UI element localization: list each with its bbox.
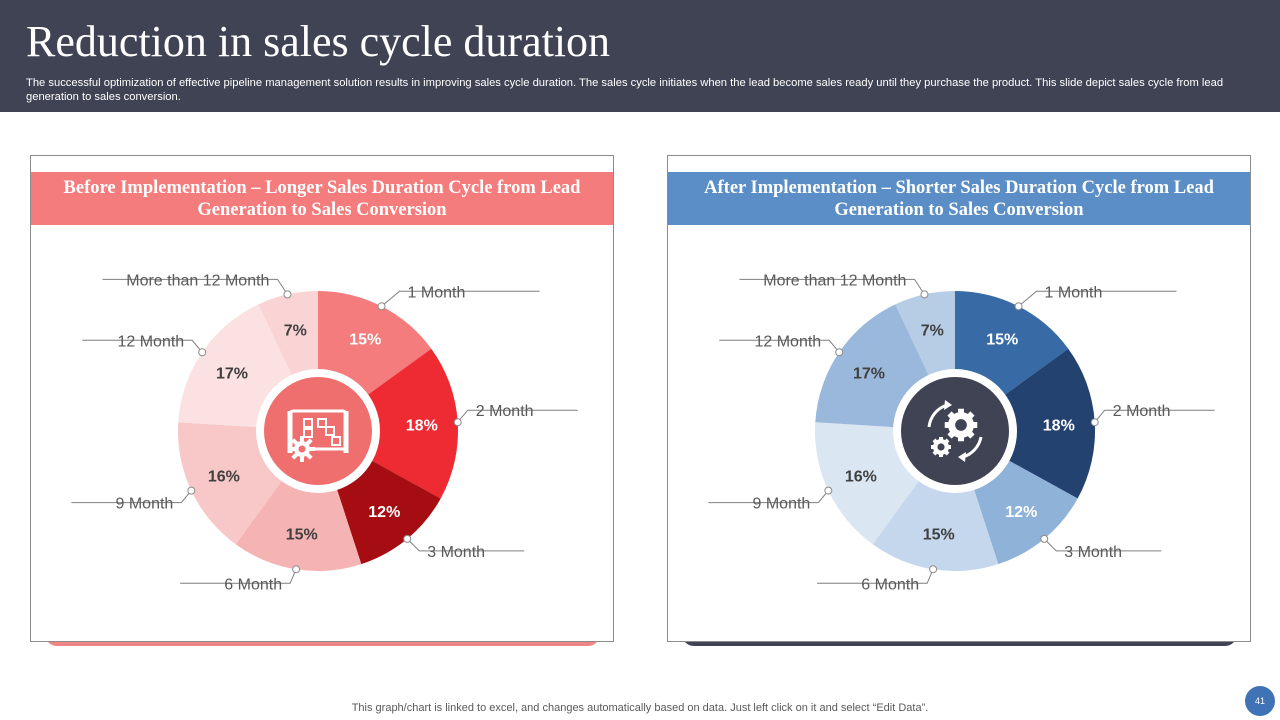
category-label-3-month: 3 Month [427,544,485,561]
leader-dot-3-month [403,534,412,543]
value-label-3-month: 12% [368,504,400,521]
value-label-2-month: 18% [1043,417,1075,434]
leader-dot-more-than-12-month [283,290,292,299]
leader-dot-6-month [292,565,301,574]
value-label-2-month: 18% [406,417,438,434]
leader-dot-3-month [1040,534,1049,543]
after-chart-panel[interactable]: After Implementation – Shorter Sales Dur… [667,155,1251,642]
category-label-9-month: 9 Month [753,496,811,513]
value-label-9-month: 16% [845,468,877,485]
leader-line-2-month [1094,409,1215,423]
leader-dot-9-month [824,486,833,495]
leader-line-more-than-12-month [102,278,288,295]
page-number-badge: 41 [1245,686,1275,716]
blueprint-gear-icon [287,409,349,462]
category-label-6-month: 6 Month [861,576,919,593]
value-label-1-month: 15% [986,331,1018,348]
after-pie-chart[interactable]: 15% 1 Month 18% 2 Month 12% 3 Month 15% 6 Month… [668,156,1252,643]
category-label-12-month: 12 Month [754,333,821,350]
leader-line-6-month [180,569,297,584]
value-label-1-month: 15% [349,331,381,348]
gears-icon [927,400,983,462]
footer-note: This graph/chart is linked to excel, and… [351,702,929,714]
pie-slice-2-month[interactable] [955,348,1095,499]
leader-line-3-month [406,538,525,552]
pie-slice-6-month[interactable] [872,431,999,571]
leader-dot-1-month [1014,302,1023,311]
category-label-more-than-12-month: More than 12 Month [763,272,906,289]
leader-dot-6-month [929,565,938,574]
category-label-1-month: 1 Month [1045,284,1103,301]
pie-slice-6-month[interactable] [235,431,362,571]
leader-line-9-month [71,490,192,504]
after-chart-title: After Implementation – Shorter Sales Dur… [668,172,1250,225]
category-label-2-month: 2 Month [1113,403,1171,420]
before-pie-chart[interactable]: 15% 1 Month 18% 2 Month 12% 3 Month 15% 6 Month… [31,156,615,643]
value-label-6-month: 15% [286,527,318,544]
category-label-1-month: 1 Month [408,284,466,301]
leader-dot-12-month [835,348,844,357]
leader-line-1-month [1018,290,1177,307]
category-label-2-month: 2 Month [476,403,534,420]
leader-dot-1-month [377,302,386,311]
leader-line-9-month [708,490,829,504]
value-label-more-than-12-month: 7% [284,323,307,340]
leader-dot-more-than-12-month [920,290,929,299]
value-label-6-month: 15% [923,527,955,544]
category-label-3-month: 3 Month [1064,544,1122,561]
before-chart-panel[interactable]: Before Implementation – Longer Sales Dur… [30,155,614,642]
category-label-more-than-12-month: More than 12 Month [126,272,269,289]
center-circle [264,377,372,485]
leader-line-12-month [82,339,203,353]
category-label-9-month: 9 Month [116,496,174,513]
leader-line-6-month [817,569,934,584]
leader-line-12-month [719,339,840,353]
leader-dot-2-month [1090,418,1099,427]
leader-line-1-month [381,290,540,307]
page-subtitle: The successful optimization of effective… [26,77,1224,103]
pie-slice-2-month[interactable] [318,348,458,499]
category-label-12-month: 12 Month [117,333,184,350]
value-label-12-month: 17% [853,366,885,383]
leader-line-3-month [1043,538,1162,552]
category-label-6-month: 6 Month [224,576,282,593]
value-label-12-month: 17% [216,366,248,383]
page-title: Reduction in sales cycle duration [26,17,611,66]
value-label-9-month: 16% [208,468,240,485]
header: Reduction in sales cycle duration The su… [0,0,1280,112]
leader-dot-12-month [198,348,207,357]
leader-dot-9-month [187,486,196,495]
leader-line-more-than-12-month [739,278,925,295]
leader-dot-2-month [453,418,462,427]
value-label-more-than-12-month: 7% [921,323,944,340]
before-chart-title: Before Implementation – Longer Sales Dur… [31,172,613,225]
leader-line-2-month [457,409,578,423]
value-label-3-month: 12% [1005,504,1037,521]
